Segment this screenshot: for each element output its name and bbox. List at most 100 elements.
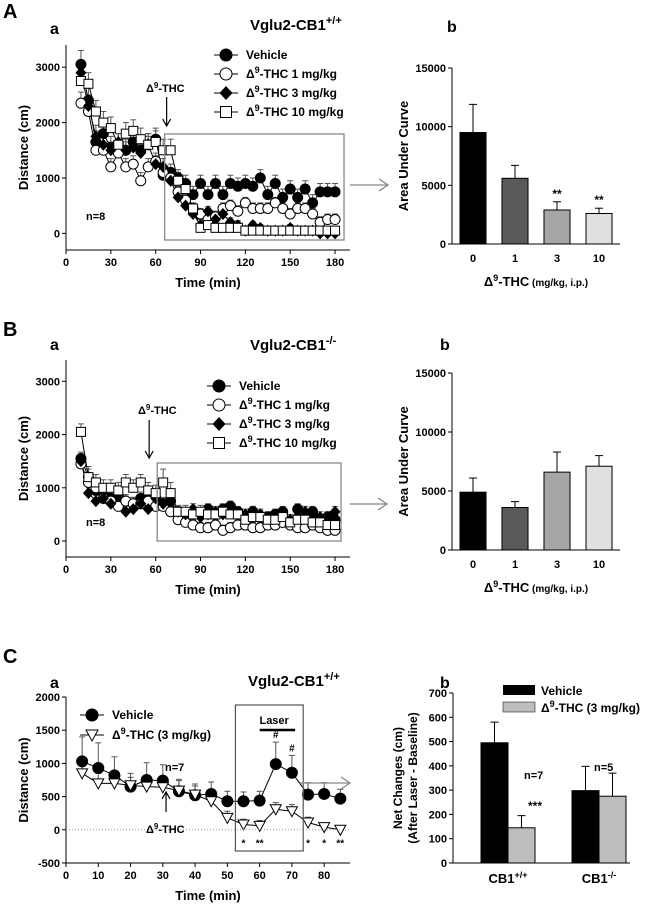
Cb-y-tick-label: 0 — [441, 858, 447, 870]
Cb-legend-swatch — [503, 685, 535, 695]
Cb-legend-label-part-1: 9 — [550, 699, 555, 709]
Ca-s0-point — [302, 788, 315, 801]
Aa-x-tick-label: 180 — [326, 257, 344, 269]
Aa-s1-point — [105, 161, 117, 173]
Cb-y-tick-label: 700 — [429, 688, 447, 700]
Ba-title-part-0: Vglu2-CB1 — [250, 337, 326, 354]
Ab-bar-10 — [585, 212, 613, 245]
Aa-y-tick-label: 2000 — [36, 118, 60, 130]
Ba-legend-label-part-0: Δ — [239, 436, 248, 450]
Ca-x-tick-label: 10 — [92, 870, 104, 882]
Aa-s1-point — [307, 208, 319, 220]
Cb-bar-1-1 — [598, 795, 627, 864]
Ab-category-label: 10 — [593, 253, 605, 265]
Bb-bar-1 — [501, 507, 529, 551]
Ba-legend-label: Vehicle — [239, 379, 281, 393]
Ba-legend-label-part-0: Δ — [239, 417, 248, 431]
Cb-y-tick-label: 200 — [429, 809, 447, 821]
Aa-s3-point — [180, 184, 191, 195]
Ca-injection-label-part-0: Δ — [146, 824, 154, 836]
Ca-hash-mark: # — [289, 743, 295, 754]
Ca-s1-point — [253, 820, 266, 833]
Ab-bar-1 — [501, 177, 529, 245]
Ba-legend-marker — [212, 398, 226, 412]
Ba-legend-label-part-0: Vehicle — [239, 379, 281, 393]
Bb-x-axis-label: Δ9-THC (mg/kg, i.p.) — [484, 579, 588, 595]
Ca-injection-label: Δ9-THC — [146, 822, 185, 837]
Aa-x-tick-label: 0 — [63, 257, 69, 269]
Ca-x-tick-label: 20 — [124, 870, 136, 882]
Aa-s1-point — [239, 197, 251, 209]
Ca-x-tick-label: 80 — [318, 870, 330, 882]
Ca-legend-label-part-1: 9 — [121, 726, 126, 736]
Ba-legend-label: Δ9-THC 10 mg/kg — [239, 434, 337, 450]
Aa-legend-label-part-2: -THC 1 mg/kg — [260, 67, 337, 81]
Cb-n-label: n=7 — [524, 770, 543, 782]
Ba-s3-point — [75, 426, 86, 437]
Ba-s2-point — [329, 505, 341, 518]
Ba-x-axis-label: Time (min) — [175, 582, 241, 597]
Aa-s1-point — [262, 202, 274, 214]
Cb-y-tick-label: 100 — [429, 834, 447, 846]
Aa-s3-point — [128, 125, 139, 136]
Aa-s2-point — [157, 160, 169, 173]
Ca-s1-point — [172, 785, 186, 798]
Aa-x-axis-label: Time (min) — [175, 275, 241, 290]
Ca-s1-point — [188, 789, 202, 802]
Aa-s2-point — [75, 66, 87, 79]
Ba-legend-marker — [212, 417, 226, 431]
Ca-s1-point — [269, 804, 283, 816]
Ba-s2-point — [127, 503, 139, 516]
Cb-bar-0-1 — [507, 827, 536, 864]
Ca-significance-star: ** — [256, 838, 264, 849]
Aa-s0-point — [307, 197, 319, 209]
Ab-bar-0 — [459, 132, 487, 245]
Ba-legend-label-part-2: -THC 1 mg/kg — [253, 398, 330, 412]
Aa-s3-point — [90, 106, 101, 117]
Ba-s2-point — [75, 455, 87, 468]
Bb-y-axis-label: Area Under Curve — [396, 406, 411, 517]
Bb-bar-3 — [543, 471, 571, 551]
Aa-s0-point — [299, 183, 311, 195]
Aa-s1-point — [329, 214, 341, 226]
Cb-legend-label: Δ9-THC (3 mg/kg) — [541, 699, 640, 715]
Aa-s3-point — [105, 123, 116, 134]
Aa-injection-label: Δ9-THC — [146, 81, 185, 96]
Ba-s3-point — [232, 509, 243, 520]
Aa-s0-point — [209, 178, 221, 190]
Aa-s0-point — [247, 180, 259, 192]
Ba-s2-point — [97, 492, 109, 505]
Ab-x-axis-label-units: (mg/kg, i.p.) — [529, 278, 588, 289]
Ca-x-axis-label: Time (min) — [175, 888, 241, 903]
Ca-injection-label-part-1: 9 — [154, 822, 159, 831]
Ca-to-b-arrow-head — [340, 776, 352, 790]
Ba-s2-point — [142, 503, 154, 516]
Ab-bar-3 — [543, 209, 571, 245]
Ca-s0-point — [285, 766, 298, 779]
Cb-y-tick-label: 300 — [429, 785, 447, 797]
Cb-y-tick-label: 600 — [429, 712, 447, 724]
Aa-s3-point — [188, 203, 199, 214]
Ba-injection-arrow-head — [144, 450, 154, 460]
Cb-group-label-part-1: -/- — [608, 870, 617, 880]
Ca-s0-point — [334, 792, 347, 805]
Ba-s3-point — [150, 488, 161, 499]
Aa-legend-marker — [219, 48, 233, 62]
Ba-highlight-box — [156, 462, 342, 542]
Cb-bar-0-0 — [480, 742, 509, 864]
Ab-x-axis-label-part-1: 9 — [493, 273, 498, 283]
Cb-y-tick-label: 400 — [429, 761, 447, 773]
Aa-y-tick-label: 1000 — [36, 173, 60, 185]
Aa-highlight-box — [164, 133, 345, 241]
Ca-significance-star: * — [306, 838, 310, 849]
Aa-s2-point — [172, 191, 184, 204]
Aa-legend-marker — [219, 86, 233, 100]
Ba-y-tick-label: 3000 — [36, 376, 60, 388]
Ba-legend-label: Δ9-THC 1 mg/kg — [239, 396, 330, 412]
Aa-legend-label-part-0: Δ — [246, 67, 255, 81]
Ba-legend-label-part-0: Δ — [239, 398, 248, 412]
Aa-legend-label-part-1: 9 — [255, 65, 260, 75]
Aa-s3-point — [173, 175, 184, 186]
Aa-s3-point — [135, 134, 146, 145]
